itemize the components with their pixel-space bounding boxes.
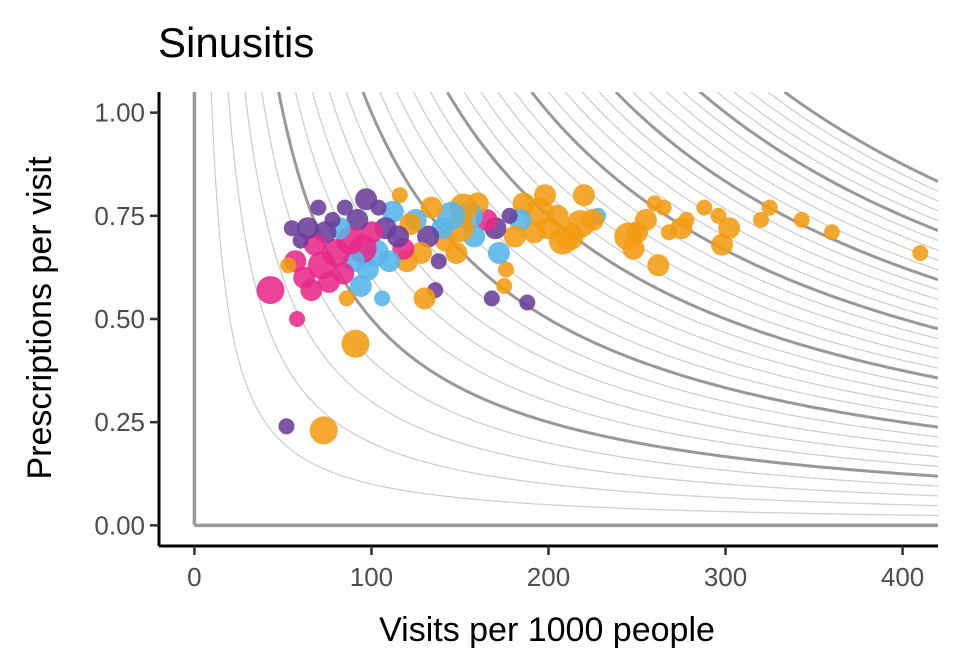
data-point bbox=[718, 217, 741, 240]
major-reference-curve bbox=[361, 92, 938, 429]
major-reference-curve bbox=[783, 92, 938, 183]
data-point bbox=[283, 220, 300, 237]
x-tick-label: 100 bbox=[350, 562, 393, 592]
data-point bbox=[793, 211, 810, 228]
data-point bbox=[647, 254, 670, 277]
data-point bbox=[696, 199, 713, 216]
minor-reference-curve bbox=[463, 92, 938, 369]
data-point bbox=[512, 192, 535, 215]
data-point bbox=[912, 245, 929, 261]
minor-reference-curve bbox=[750, 92, 938, 202]
x-tick-label: 200 bbox=[527, 562, 570, 592]
minor-reference-curve bbox=[244, 92, 938, 497]
data-point bbox=[310, 199, 327, 216]
data-point bbox=[307, 251, 336, 280]
x-tick-label: 300 bbox=[704, 562, 747, 592]
minor-reference-curve bbox=[632, 92, 938, 271]
minor-reference-curve bbox=[429, 92, 938, 389]
data-point bbox=[420, 196, 443, 219]
minor-reference-curve bbox=[210, 92, 938, 517]
data-point bbox=[761, 199, 778, 216]
minor-reference-curve bbox=[666, 92, 938, 251]
major-reference-curve bbox=[698, 92, 938, 232]
y-tick-label: 1.00 bbox=[94, 98, 145, 128]
x-tick-label: 400 bbox=[881, 562, 924, 592]
y-tick-label: 0.75 bbox=[94, 201, 145, 231]
data-point bbox=[289, 311, 306, 327]
data-point bbox=[303, 233, 326, 256]
data-points bbox=[256, 184, 929, 445]
y-tick-label: 0.50 bbox=[94, 304, 145, 334]
chart-title: Sinusitis bbox=[158, 19, 314, 66]
minor-reference-curve bbox=[733, 92, 938, 212]
y-axis-ticks: 0.00 0.25 0.50 0.75 1.00 bbox=[94, 98, 159, 540]
y-axis-title: Prescriptions per visit bbox=[21, 156, 59, 480]
minor-reference-curve bbox=[548, 92, 938, 320]
data-point bbox=[341, 329, 370, 358]
data-point bbox=[346, 208, 369, 231]
data-point bbox=[309, 416, 338, 445]
minor-reference-curve bbox=[413, 92, 938, 399]
minor-reference-curve bbox=[564, 92, 938, 310]
data-point bbox=[498, 261, 514, 278]
data-point bbox=[381, 200, 404, 223]
minor-reference-curve bbox=[396, 92, 938, 408]
data-point bbox=[413, 287, 436, 310]
x-axis-title: Visits per 1000 people bbox=[379, 611, 715, 649]
data-point bbox=[501, 207, 518, 224]
data-point bbox=[487, 242, 510, 264]
data-point bbox=[430, 253, 447, 270]
minor-reference-curve bbox=[278, 92, 938, 477]
data-point bbox=[503, 225, 526, 248]
data-point bbox=[292, 232, 309, 249]
data-point bbox=[496, 278, 513, 294]
data-point bbox=[256, 276, 285, 305]
minor-reference-curve bbox=[227, 92, 938, 507]
minor-reference-curve bbox=[682, 92, 938, 241]
data-point bbox=[572, 184, 595, 207]
data-point bbox=[336, 199, 353, 216]
data-point bbox=[622, 237, 645, 260]
minor-reference-curve bbox=[379, 92, 938, 418]
minor-reference-curve bbox=[598, 92, 938, 291]
minor-reference-curve bbox=[311, 92, 938, 458]
data-point bbox=[710, 207, 727, 224]
data-point bbox=[374, 290, 391, 307]
data-point bbox=[711, 233, 733, 256]
data-point bbox=[646, 195, 663, 212]
major-reference-curve bbox=[277, 92, 938, 478]
reference-curves bbox=[192, 92, 938, 528]
minor-reference-curve bbox=[295, 92, 938, 467]
minor-reference-curve bbox=[345, 92, 938, 438]
x-tick-label: 0 bbox=[187, 562, 201, 592]
data-point bbox=[338, 290, 355, 307]
data-point bbox=[280, 257, 297, 274]
data-point bbox=[483, 290, 500, 307]
minor-reference-curve bbox=[581, 92, 938, 300]
data-point bbox=[417, 225, 440, 248]
data-point bbox=[293, 266, 316, 289]
data-point bbox=[753, 211, 769, 228]
minor-reference-curve bbox=[716, 92, 938, 222]
data-point bbox=[823, 224, 840, 241]
data-point bbox=[355, 188, 378, 211]
major-reference-curve bbox=[446, 92, 938, 380]
minor-reference-curve bbox=[328, 92, 938, 448]
data-point bbox=[523, 221, 546, 244]
data-point bbox=[391, 187, 408, 204]
y-tick-label: 0.00 bbox=[94, 510, 145, 540]
minor-reference-curve bbox=[261, 92, 938, 487]
x-axis-ticks: 0 100 200 300 400 bbox=[187, 546, 924, 592]
data-point bbox=[349, 275, 372, 297]
minor-reference-curve bbox=[767, 92, 938, 192]
data-point bbox=[660, 224, 677, 241]
minor-reference-curve bbox=[649, 92, 938, 261]
data-point bbox=[278, 418, 295, 435]
data-point bbox=[519, 294, 536, 311]
y-tick-label: 0.25 bbox=[94, 407, 145, 437]
major-reference-curve bbox=[614, 92, 938, 282]
